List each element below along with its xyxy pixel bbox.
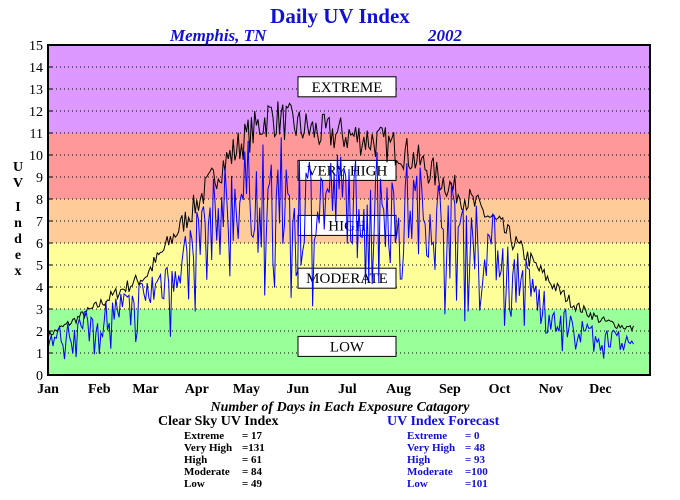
forecast-row-value: = 0 — [465, 430, 480, 442]
y-axis-letter: n — [14, 216, 22, 231]
forecast-row: Low =101 — [407, 478, 499, 490]
clear-sky-row: Moderate = 84 — [184, 466, 278, 478]
forecast-row-value: =100 — [465, 466, 488, 478]
forecast-row: Very High = 48 — [407, 442, 499, 454]
y-axis-letter: d — [14, 232, 22, 247]
y-axis-letter: V — [12, 176, 24, 191]
category-label-box — [297, 267, 397, 289]
clear-sky-row-label: Moderate — [184, 466, 230, 478]
y-tick-label: 2 — [36, 325, 43, 340]
clear-sky-row: Low = 49 — [184, 478, 278, 490]
clear-sky-row-value: = 49 — [242, 478, 263, 490]
category-label-box — [297, 159, 397, 181]
y-tick-label: 0 — [36, 369, 43, 384]
x-tick-label: May — [233, 382, 260, 397]
forecast-row: Extreme = 0 — [407, 430, 499, 442]
y-axis-letter: I — [15, 200, 21, 215]
year-label: 2002 — [428, 26, 462, 45]
clear-sky-row: Extreme = 17 — [184, 430, 278, 442]
clear-sky-row-label: Extreme — [184, 430, 225, 442]
y-tick-label: 9 — [36, 171, 43, 186]
y-axis-letter: U — [12, 160, 24, 175]
y-tick-label: 1 — [36, 347, 43, 362]
y-tick-label: 12 — [29, 105, 43, 120]
forecast-row-value: = 93 — [465, 454, 486, 466]
clear-sky-table-title: Clear Sky UV Index — [158, 414, 279, 429]
x-tick-label: Apr — [185, 382, 209, 397]
y-tick-label: 5 — [36, 259, 43, 274]
x-tick-label: Sep — [439, 382, 461, 397]
forecast-row-label: Extreme — [407, 430, 448, 442]
category-label-box — [297, 76, 397, 98]
forecast-row: Moderate =100 — [407, 466, 499, 478]
clear-sky-row-value: = 84 — [242, 466, 263, 478]
y-axis-letter: x — [14, 264, 22, 279]
x-tick-label: Dec — [589, 382, 612, 397]
forecast-row-value: = 48 — [465, 442, 486, 454]
x-tick-label: Nov — [539, 382, 563, 397]
clear-sky-row-value: =131 — [242, 442, 265, 454]
category-label-box — [297, 335, 397, 357]
y-tick-label: 7 — [36, 215, 43, 230]
y-tick-label: 8 — [36, 193, 43, 208]
series-line-clear-sky — [47, 101, 634, 339]
y-axis-letter: e — [14, 248, 22, 263]
clear-sky-row-label: High — [184, 454, 208, 466]
x-tick-label: Feb — [88, 382, 111, 397]
forecast-row-label: Very High — [407, 442, 456, 454]
y-tick-label: 10 — [29, 149, 43, 164]
x-tick-label: Oct — [489, 382, 511, 397]
y-tick-label: 15 — [29, 39, 43, 54]
clear-sky-row: Very High =131 — [184, 442, 278, 454]
clear-sky-row-label: Very High — [184, 442, 233, 454]
series-lines — [47, 101, 634, 360]
clear-sky-row: High = 61 — [184, 454, 278, 466]
x-tick-label: Jan — [37, 382, 59, 397]
clear-sky-row-value: = 61 — [242, 454, 263, 466]
y-tick-label: 11 — [30, 127, 43, 142]
x-tick-labels: Jan Feb Mar Apr May Jun Jul Aug Sep Oct Nov Dec — [37, 382, 612, 397]
y-tick-label: 3 — [36, 303, 43, 318]
forecast-row: High = 93 — [407, 454, 499, 466]
y-tick-label: 14 — [29, 61, 43, 76]
forecast-row-label: High — [407, 454, 431, 466]
category-label: EXTREME — [312, 80, 383, 96]
forecast-row-label: Low — [407, 478, 428, 490]
location-label: Memphis, TN — [170, 26, 267, 45]
x-tick-label: Jul — [338, 382, 357, 397]
y-tick-label: 4 — [36, 281, 43, 296]
category-label: VERY HIGH — [307, 163, 388, 179]
chart-title: Daily UV Index — [270, 4, 410, 28]
plot-frame — [47, 44, 651, 376]
forecast-table-title: UV Index Forecast — [387, 414, 500, 429]
x-tick-label: Jun — [286, 382, 309, 397]
forecast-row-value: =101 — [465, 478, 488, 490]
x-tick-label: Mar — [132, 382, 158, 397]
summary-title: Number of Days in Each Exposure Catagory — [210, 400, 470, 415]
category-label: LOW — [330, 339, 365, 355]
clear-sky-row-value: = 17 — [242, 430, 263, 442]
forecast-table: UV Index Forecast Extreme = 0 Very High = 4… — [387, 414, 499, 490]
y-tick-label: 6 — [36, 237, 43, 252]
y-tick-label: 13 — [29, 83, 43, 98]
series-line-forecast — [47, 137, 634, 360]
category-label: MODERATE — [306, 271, 388, 287]
x-tick-label: Aug — [386, 382, 411, 397]
clear-sky-row-label: Low — [184, 478, 205, 490]
forecast-row-label: Moderate — [407, 466, 453, 478]
clear-sky-table: Clear Sky UV Index Extreme = 17 Very High =… — [158, 414, 278, 490]
